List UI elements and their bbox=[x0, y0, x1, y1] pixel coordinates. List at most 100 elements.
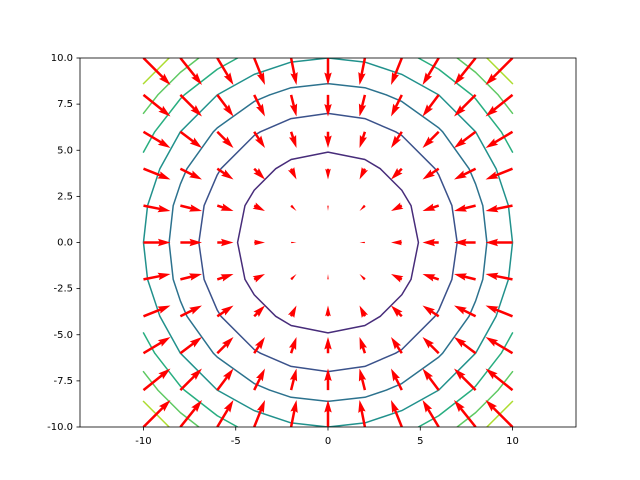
arrow bbox=[253, 368, 265, 391]
arrow bbox=[422, 167, 440, 180]
arrow bbox=[289, 368, 298, 391]
arrow bbox=[180, 204, 202, 212]
arrow bbox=[253, 167, 265, 180]
contour-line bbox=[198, 112, 458, 373]
arrow bbox=[359, 305, 369, 318]
arrow bbox=[324, 131, 332, 148]
arrow bbox=[454, 238, 476, 247]
arrow bbox=[422, 203, 440, 211]
y-tick-label: -2.5 bbox=[53, 284, 73, 295]
arrow bbox=[454, 305, 477, 318]
arrow bbox=[391, 239, 402, 246]
arrow bbox=[290, 204, 297, 211]
arrow bbox=[391, 337, 403, 354]
arrow bbox=[216, 400, 234, 427]
arrow bbox=[216, 305, 234, 318]
x-tick-label: 5 bbox=[417, 436, 423, 447]
arrow bbox=[289, 94, 298, 117]
arrow bbox=[391, 131, 403, 148]
arrow bbox=[142, 368, 171, 392]
arrow bbox=[289, 400, 298, 427]
arrow bbox=[253, 131, 265, 148]
arrow bbox=[327, 205, 329, 211]
arrow bbox=[422, 337, 440, 355]
arrow bbox=[254, 239, 265, 246]
arrow bbox=[143, 238, 171, 247]
arrow bbox=[454, 204, 476, 212]
arrow bbox=[359, 131, 368, 148]
x-tick-label: -10 bbox=[135, 436, 151, 447]
arrow bbox=[391, 167, 403, 180]
arrow bbox=[485, 305, 513, 318]
arrow bbox=[359, 241, 365, 244]
arrow bbox=[143, 167, 171, 180]
arrow bbox=[180, 238, 202, 247]
arrow bbox=[216, 167, 234, 180]
arrow bbox=[179, 167, 202, 180]
arrow bbox=[422, 94, 440, 117]
arrow bbox=[454, 368, 477, 391]
arrow bbox=[485, 130, 514, 148]
arrow bbox=[289, 58, 298, 85]
arrow bbox=[142, 337, 171, 355]
arrow bbox=[142, 130, 171, 148]
arrow bbox=[287, 305, 297, 318]
arrow bbox=[142, 58, 171, 85]
arrow bbox=[485, 204, 513, 213]
arrow bbox=[143, 272, 171, 281]
arrow bbox=[485, 238, 513, 247]
arrow bbox=[179, 337, 202, 355]
arrow bbox=[454, 167, 477, 180]
arrow bbox=[358, 368, 367, 391]
arrow bbox=[143, 305, 171, 318]
arrow bbox=[179, 94, 202, 117]
arrow bbox=[324, 400, 332, 427]
arrow bbox=[142, 400, 171, 427]
y-tick-label: 0.0 bbox=[57, 238, 73, 249]
arrow bbox=[391, 305, 403, 318]
arrow bbox=[358, 58, 367, 85]
arrow bbox=[359, 204, 366, 211]
y-tick-label: 5.0 bbox=[57, 145, 73, 156]
arrow bbox=[422, 368, 440, 391]
arrow bbox=[485, 167, 513, 180]
arrow bbox=[454, 58, 477, 85]
arrow bbox=[358, 94, 367, 117]
arrow bbox=[216, 274, 234, 282]
plot-area bbox=[142, 58, 514, 427]
arrow bbox=[422, 130, 440, 148]
y-tick-label: 7.5 bbox=[57, 99, 73, 110]
arrow bbox=[359, 337, 368, 354]
arrow bbox=[485, 272, 513, 281]
arrow bbox=[391, 368, 403, 391]
arrow bbox=[252, 202, 265, 211]
arrow bbox=[216, 368, 234, 391]
arrow bbox=[143, 204, 171, 213]
y-tick-label: 2.5 bbox=[57, 191, 73, 202]
arrow bbox=[179, 305, 202, 318]
arrow bbox=[485, 400, 514, 427]
arrow bbox=[391, 400, 403, 427]
arrow bbox=[324, 337, 332, 354]
y-tick-label: 10.0 bbox=[51, 53, 73, 64]
arrow bbox=[359, 167, 369, 180]
arrow bbox=[422, 305, 440, 318]
arrow bbox=[216, 337, 234, 355]
x-tick-label: -5 bbox=[231, 436, 241, 447]
arrow bbox=[391, 274, 404, 283]
arrow bbox=[325, 168, 331, 180]
arrow bbox=[217, 238, 234, 247]
arrow bbox=[253, 58, 265, 85]
arrow bbox=[422, 400, 440, 427]
arrow bbox=[179, 400, 202, 427]
arrow bbox=[359, 274, 366, 281]
arrow bbox=[180, 273, 202, 281]
arrow bbox=[179, 130, 202, 148]
arrow bbox=[216, 203, 234, 211]
arrow bbox=[324, 58, 332, 85]
arrow bbox=[253, 337, 265, 354]
arrow bbox=[290, 274, 297, 281]
arrow bbox=[454, 273, 476, 281]
